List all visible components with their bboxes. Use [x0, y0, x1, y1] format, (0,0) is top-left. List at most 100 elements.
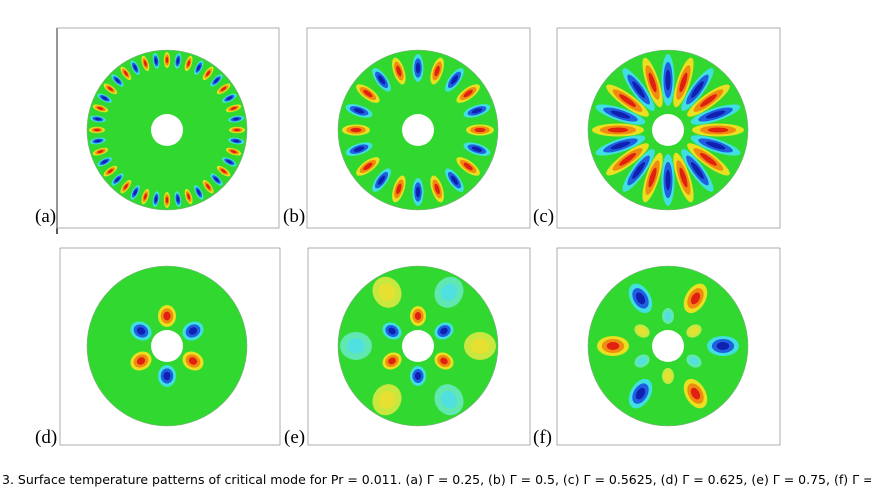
- lobe: [154, 57, 158, 64]
- panel-frame: [59, 247, 281, 446]
- lobe: [396, 183, 402, 195]
- lobe: [176, 57, 180, 64]
- panel-label: (c): [533, 206, 554, 227]
- rim: [86, 265, 248, 427]
- rim: [86, 49, 248, 211]
- lobe: [154, 196, 158, 203]
- lobe: [707, 127, 729, 133]
- lobe: [206, 70, 211, 77]
- lobe: [226, 96, 233, 101]
- panel-frame: [307, 247, 531, 446]
- lobe: [619, 94, 636, 107]
- lobe: [176, 196, 180, 203]
- lobe: [606, 342, 620, 350]
- lobe: [93, 128, 101, 132]
- lobe: [470, 338, 490, 354]
- lobe: [440, 390, 458, 409]
- lobe: [206, 183, 211, 190]
- lobe: [463, 89, 473, 98]
- lobe: [610, 110, 631, 119]
- lobe: [648, 72, 657, 93]
- lobe: [664, 311, 672, 321]
- lobe: [610, 141, 631, 150]
- lobe: [377, 75, 386, 85]
- lobe: [377, 175, 386, 185]
- lobe: [214, 177, 219, 182]
- lobe: [637, 327, 647, 335]
- panel-frame: [56, 27, 280, 229]
- lobe: [123, 70, 128, 77]
- lobe: [635, 387, 646, 400]
- pattern: [338, 50, 498, 210]
- lobe: [440, 357, 448, 365]
- lobe: [705, 141, 726, 150]
- lobe: [187, 60, 191, 67]
- lobe: [665, 69, 671, 91]
- lobe: [415, 62, 421, 74]
- lobe: [450, 75, 459, 85]
- rim: [337, 49, 499, 211]
- lobe: [414, 312, 422, 320]
- lobe: [107, 86, 114, 91]
- panel-label: (d): [35, 427, 57, 448]
- lobe: [689, 327, 699, 335]
- panel-frame: [556, 247, 781, 446]
- pattern: [588, 50, 748, 210]
- pattern: [87, 266, 247, 426]
- lobe: [230, 150, 237, 154]
- lobe: [440, 327, 448, 335]
- lobe: [97, 106, 104, 110]
- lobe: [440, 283, 458, 302]
- lobe: [434, 183, 440, 195]
- annulus: [87, 266, 247, 426]
- lobe: [700, 94, 717, 107]
- lobe: [705, 110, 726, 119]
- lobe: [691, 81, 704, 98]
- pattern: [338, 266, 498, 426]
- lobe: [123, 183, 128, 190]
- figure-caption: 3. Surface temperature patterns of criti…: [2, 472, 871, 487]
- rim: [587, 265, 749, 427]
- pattern: [87, 50, 247, 210]
- lobe: [165, 56, 169, 64]
- lobe: [196, 189, 201, 196]
- lobe: [690, 387, 701, 400]
- panel-frame: [556, 27, 781, 229]
- lobe: [363, 162, 373, 171]
- panel-label: (a): [35, 206, 56, 227]
- panel-label: (f): [533, 427, 552, 448]
- lobe: [233, 128, 241, 132]
- lobe: [220, 86, 227, 91]
- panel-frame: [306, 27, 531, 229]
- lobe: [133, 189, 138, 196]
- lobe: [689, 357, 699, 365]
- lobe: [700, 153, 717, 166]
- lobe: [388, 357, 396, 365]
- lobe: [415, 186, 421, 198]
- lobe: [163, 311, 171, 321]
- lobe: [450, 175, 459, 185]
- lobe: [97, 150, 104, 154]
- lobe: [94, 117, 101, 121]
- lobe: [133, 64, 138, 71]
- lobe: [378, 390, 396, 409]
- lobe: [471, 108, 483, 114]
- lobe: [196, 64, 201, 71]
- pattern: [588, 266, 748, 426]
- lobe: [230, 106, 237, 110]
- lobe: [414, 372, 422, 380]
- lobe: [691, 162, 704, 179]
- lobe: [363, 89, 373, 98]
- lobe: [679, 72, 688, 93]
- lobe: [665, 169, 671, 191]
- lobe: [471, 146, 483, 152]
- lobe: [136, 357, 146, 365]
- lobe: [664, 371, 672, 381]
- lobe: [165, 196, 169, 204]
- lobe: [388, 327, 396, 335]
- lobe: [690, 292, 701, 305]
- lobe: [94, 139, 101, 143]
- lobe: [136, 327, 146, 335]
